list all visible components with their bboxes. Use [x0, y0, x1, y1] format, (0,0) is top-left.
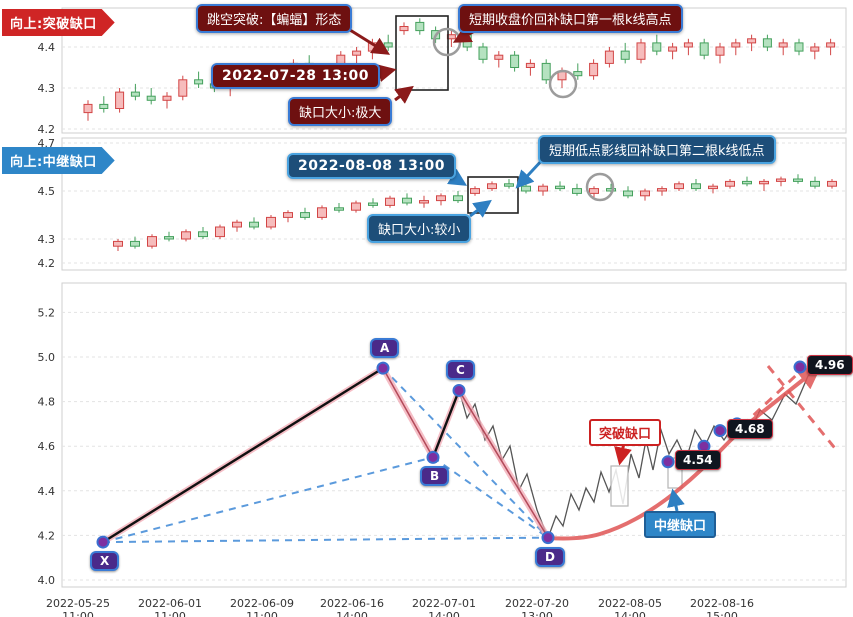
svg-text:4.2: 4.2	[38, 257, 56, 270]
dashed-line-A-D	[382, 367, 549, 539]
svg-text:4.3: 4.3	[38, 233, 56, 246]
callout-arrow	[394, 85, 414, 104]
panel1-gap-high-callout: 短期收盘价回补缺口第一根k线高点	[458, 4, 683, 33]
panel1-date-callout: 2022-07-28 13:00	[211, 63, 380, 89]
pattern-line-C-D	[458, 390, 549, 539]
svg-text:4.8: 4.8	[38, 396, 56, 409]
pattern-line-B-C	[431, 390, 461, 458]
panel1-gap-highlight-box	[395, 15, 449, 91]
pattern-point-dot	[376, 361, 390, 375]
svg-text:4.2: 4.2	[38, 123, 56, 136]
pattern-point-dot	[452, 383, 466, 397]
point-label-c: C	[446, 360, 475, 381]
pattern-point-dot	[426, 450, 440, 464]
point-label-x: X	[90, 551, 120, 572]
svg-text:4.6: 4.6	[38, 440, 56, 453]
highlight-circle	[548, 69, 578, 99]
price-badge-468: 4.68	[727, 418, 773, 439]
highlight-circle	[585, 172, 615, 202]
callout-arrow	[469, 199, 492, 218]
svg-text:4.0: 4.0	[38, 574, 56, 587]
callout-arrow	[614, 442, 632, 466]
x-axis-label: 2022-08-05 14:00	[598, 597, 662, 617]
x-axis-label: 2022-08-16 15:00	[690, 597, 754, 617]
dashed-line-X-B	[102, 456, 434, 544]
svg-text:4.2: 4.2	[38, 529, 56, 542]
x-axis-label: 2022-06-16 14:00	[320, 597, 384, 617]
panel2-candles	[113, 174, 837, 251]
dashed-line-X-D	[102, 536, 549, 544]
x-axis-label: 2022-05-25 11:00	[46, 597, 110, 617]
pattern-line-X-A	[102, 367, 384, 544]
svg-text:4.3: 4.3	[38, 82, 56, 95]
price-badge-496: 4.96	[807, 355, 853, 376]
projection-dashed-line	[766, 365, 840, 453]
continuation-gap-label: 中继缺口	[644, 511, 717, 538]
callout-arrow	[349, 28, 391, 55]
x-axis-label: 2022-06-09 11:00	[230, 597, 294, 617]
svg-text:4.7: 4.7	[38, 137, 56, 150]
callout-arrow	[667, 488, 685, 512]
panel2-gap-low-callout: 短期低点影线回补缺口第二根k线低点	[538, 135, 776, 164]
pattern-point-dot	[96, 535, 110, 549]
svg-text:5.0: 5.0	[38, 351, 56, 364]
gap-zone-box	[610, 465, 629, 507]
breakout-gap-label: 突破缺口	[589, 419, 662, 446]
pattern-point-dot	[661, 455, 675, 469]
dashed-line-B-D	[432, 456, 549, 539]
pattern-point-dot	[713, 424, 727, 438]
x-axis-label: 2022-07-20 13:00	[505, 597, 569, 617]
x-axis-label: 2022-06-01 11:00	[138, 597, 202, 617]
panel2-direction-ribbon: 向上:中继缺口	[2, 147, 115, 174]
panel1-pattern-callout: 跳空突破:【蝙蝠】形态	[196, 4, 353, 33]
panel2-gap-highlight-box	[467, 176, 519, 214]
panel1-direction-ribbon: 向上:突破缺口	[2, 9, 115, 36]
svg-text:4.4: 4.4	[38, 41, 56, 54]
panel2-gap-size-callout: 缺口大小:较小	[367, 214, 472, 243]
point-label-d: D	[535, 546, 565, 567]
point-label-a: A	[370, 338, 400, 359]
svg-text:4.4: 4.4	[38, 485, 56, 498]
x-axis-label: 2022-07-01 14:00	[412, 597, 476, 617]
price-badge-454: 4.54	[675, 449, 721, 470]
panel1-frame: 4.4 4.3 4.2	[38, 7, 847, 136]
point-label-b: B	[420, 466, 450, 487]
svg-text:4.5: 4.5	[38, 185, 56, 198]
pattern-point-dot	[541, 531, 555, 545]
panel2-date-callout: 2022-08-08 13:00	[287, 153, 456, 179]
pattern-line-A-B	[382, 367, 434, 458]
pattern-point-dot	[793, 360, 807, 374]
svg-text:5.2: 5.2	[38, 306, 56, 319]
panel1-gap-size-callout: 缺口大小:极大	[288, 97, 393, 126]
